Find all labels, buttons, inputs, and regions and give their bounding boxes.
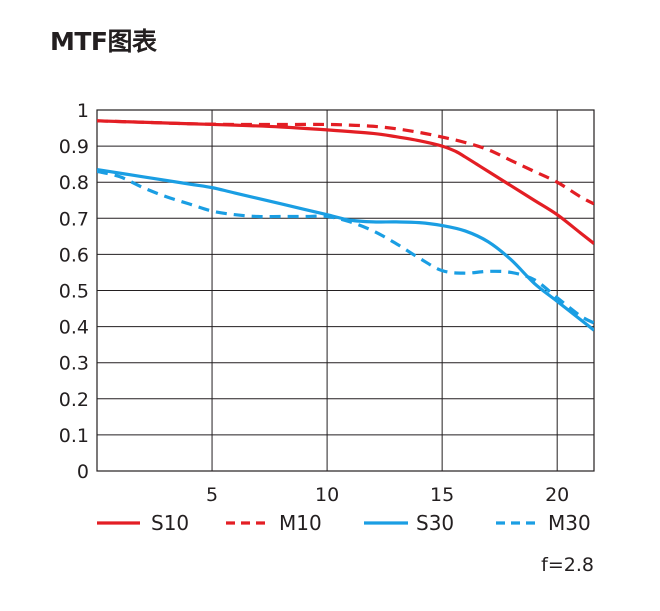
legend-label-m10: M10	[279, 511, 322, 535]
y-tick-label: 0.8	[59, 172, 89, 194]
plot-frame	[96, 109, 595, 472]
series-lines	[97, 119, 594, 332]
legend: S10 M10 S30 M30	[97, 511, 591, 535]
x-tick-label: 20	[545, 484, 569, 506]
chart-title: MTF图表	[50, 27, 157, 56]
legend-label-s30: S30	[416, 511, 454, 535]
series-line-m30	[97, 169, 594, 325]
aperture-annotation: f=2.8	[541, 554, 594, 576]
legend-label-m30: M30	[548, 511, 591, 535]
y-tick-label: 0.3	[59, 353, 89, 375]
grid	[97, 109, 594, 472]
series-line-s10	[97, 119, 594, 245]
y-tick-label: 1	[77, 100, 89, 122]
y-tick-label: 0	[77, 461, 89, 483]
x-tick-label: 10	[315, 484, 339, 506]
y-tick-label: 0.5	[59, 281, 89, 303]
y-tick-label: 0.6	[59, 244, 89, 266]
series-line-m10	[97, 119, 594, 206]
y-tick-label: 0.7	[59, 208, 89, 230]
legend-label-s10: S10	[151, 511, 189, 535]
y-tick-label: 0.4	[59, 317, 89, 339]
y-tick-label: 0.9	[59, 136, 89, 158]
axes: 00.10.20.30.40.50.60.70.80.915 10 15 20	[59, 100, 595, 506]
x-tick-label: 5	[206, 484, 218, 506]
x-tick-label: 15	[430, 484, 454, 506]
y-tick-label: 0.1	[59, 425, 89, 447]
y-tick-label: 0.2	[59, 389, 89, 411]
series-line-s30	[97, 167, 594, 332]
